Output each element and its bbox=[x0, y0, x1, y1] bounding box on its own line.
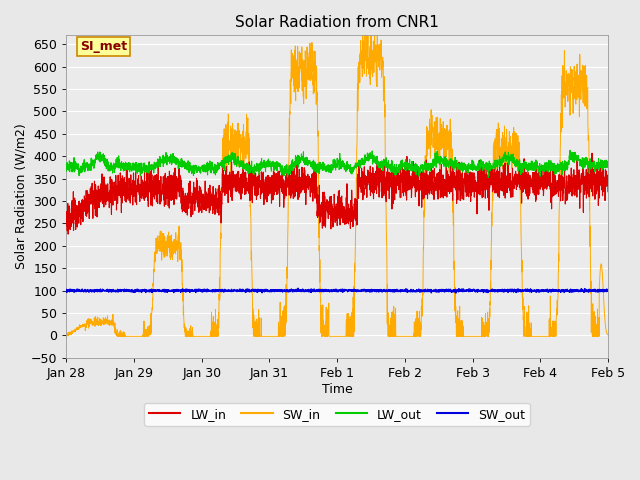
X-axis label: Time: Time bbox=[322, 383, 353, 396]
Title: Solar Radiation from CNR1: Solar Radiation from CNR1 bbox=[235, 15, 439, 30]
Y-axis label: Solar Radiation (W/m2): Solar Radiation (W/m2) bbox=[15, 124, 28, 269]
Legend: LW_in, SW_in, LW_out, SW_out: LW_in, SW_in, LW_out, SW_out bbox=[144, 403, 530, 426]
Text: SI_met: SI_met bbox=[80, 40, 127, 53]
